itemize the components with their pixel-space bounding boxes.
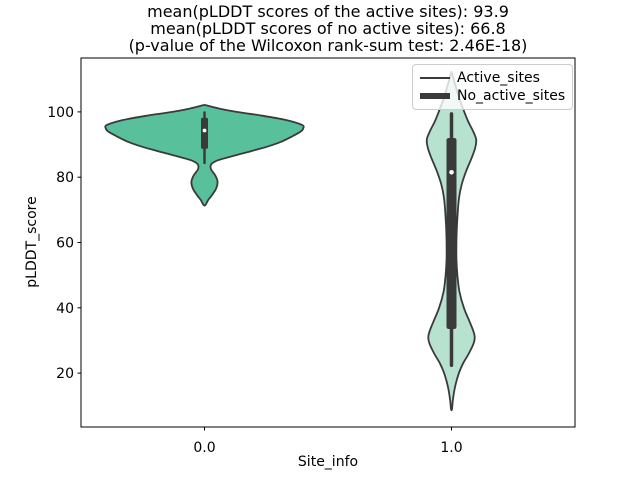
legend-label-active-sites: Active_sites (457, 70, 540, 86)
iqr-box-active-sites (201, 117, 208, 149)
title-line-1: mean(pLDDT scores of the active sites): … (147, 2, 509, 21)
iqr-box-no-active-sites (446, 138, 457, 330)
thick-line-icon (420, 93, 450, 99)
title-line-3: (p-value of the Wilcoxon rank-sum test: … (128, 36, 528, 55)
x-tick-label: 1.0 (440, 440, 462, 456)
median-dot-active-sites (202, 128, 207, 133)
thin-line-icon (420, 77, 450, 79)
legend-entry-active-sites: Active_sites (420, 70, 565, 86)
x-tick-label: 0.0 (193, 440, 215, 456)
y-tick-label: 80 (56, 170, 74, 186)
legend-label-no-active-sites: No_active_sites (457, 88, 566, 104)
y-tick-label: 40 (56, 301, 74, 317)
chart-title: mean(pLDDT scores of the active sites): … (81, 3, 575, 54)
y-tick-label: 60 (56, 236, 74, 252)
y-axis-label: pLDDT_score (24, 196, 40, 288)
legend-entry-no-active-sites: No_active_sites (420, 88, 565, 104)
median-dot-no-active-sites (449, 169, 454, 175)
title-line-2: mean(pLDDT scores of no active sites): 6… (150, 19, 506, 38)
axes-spines (80, 57, 576, 428)
y-tick-label: 100 (47, 105, 74, 121)
legend: Active_sites No_active_sites (412, 64, 573, 110)
x-axis-label: Site_info (297, 454, 359, 470)
y-tick-label: 20 (56, 366, 74, 382)
